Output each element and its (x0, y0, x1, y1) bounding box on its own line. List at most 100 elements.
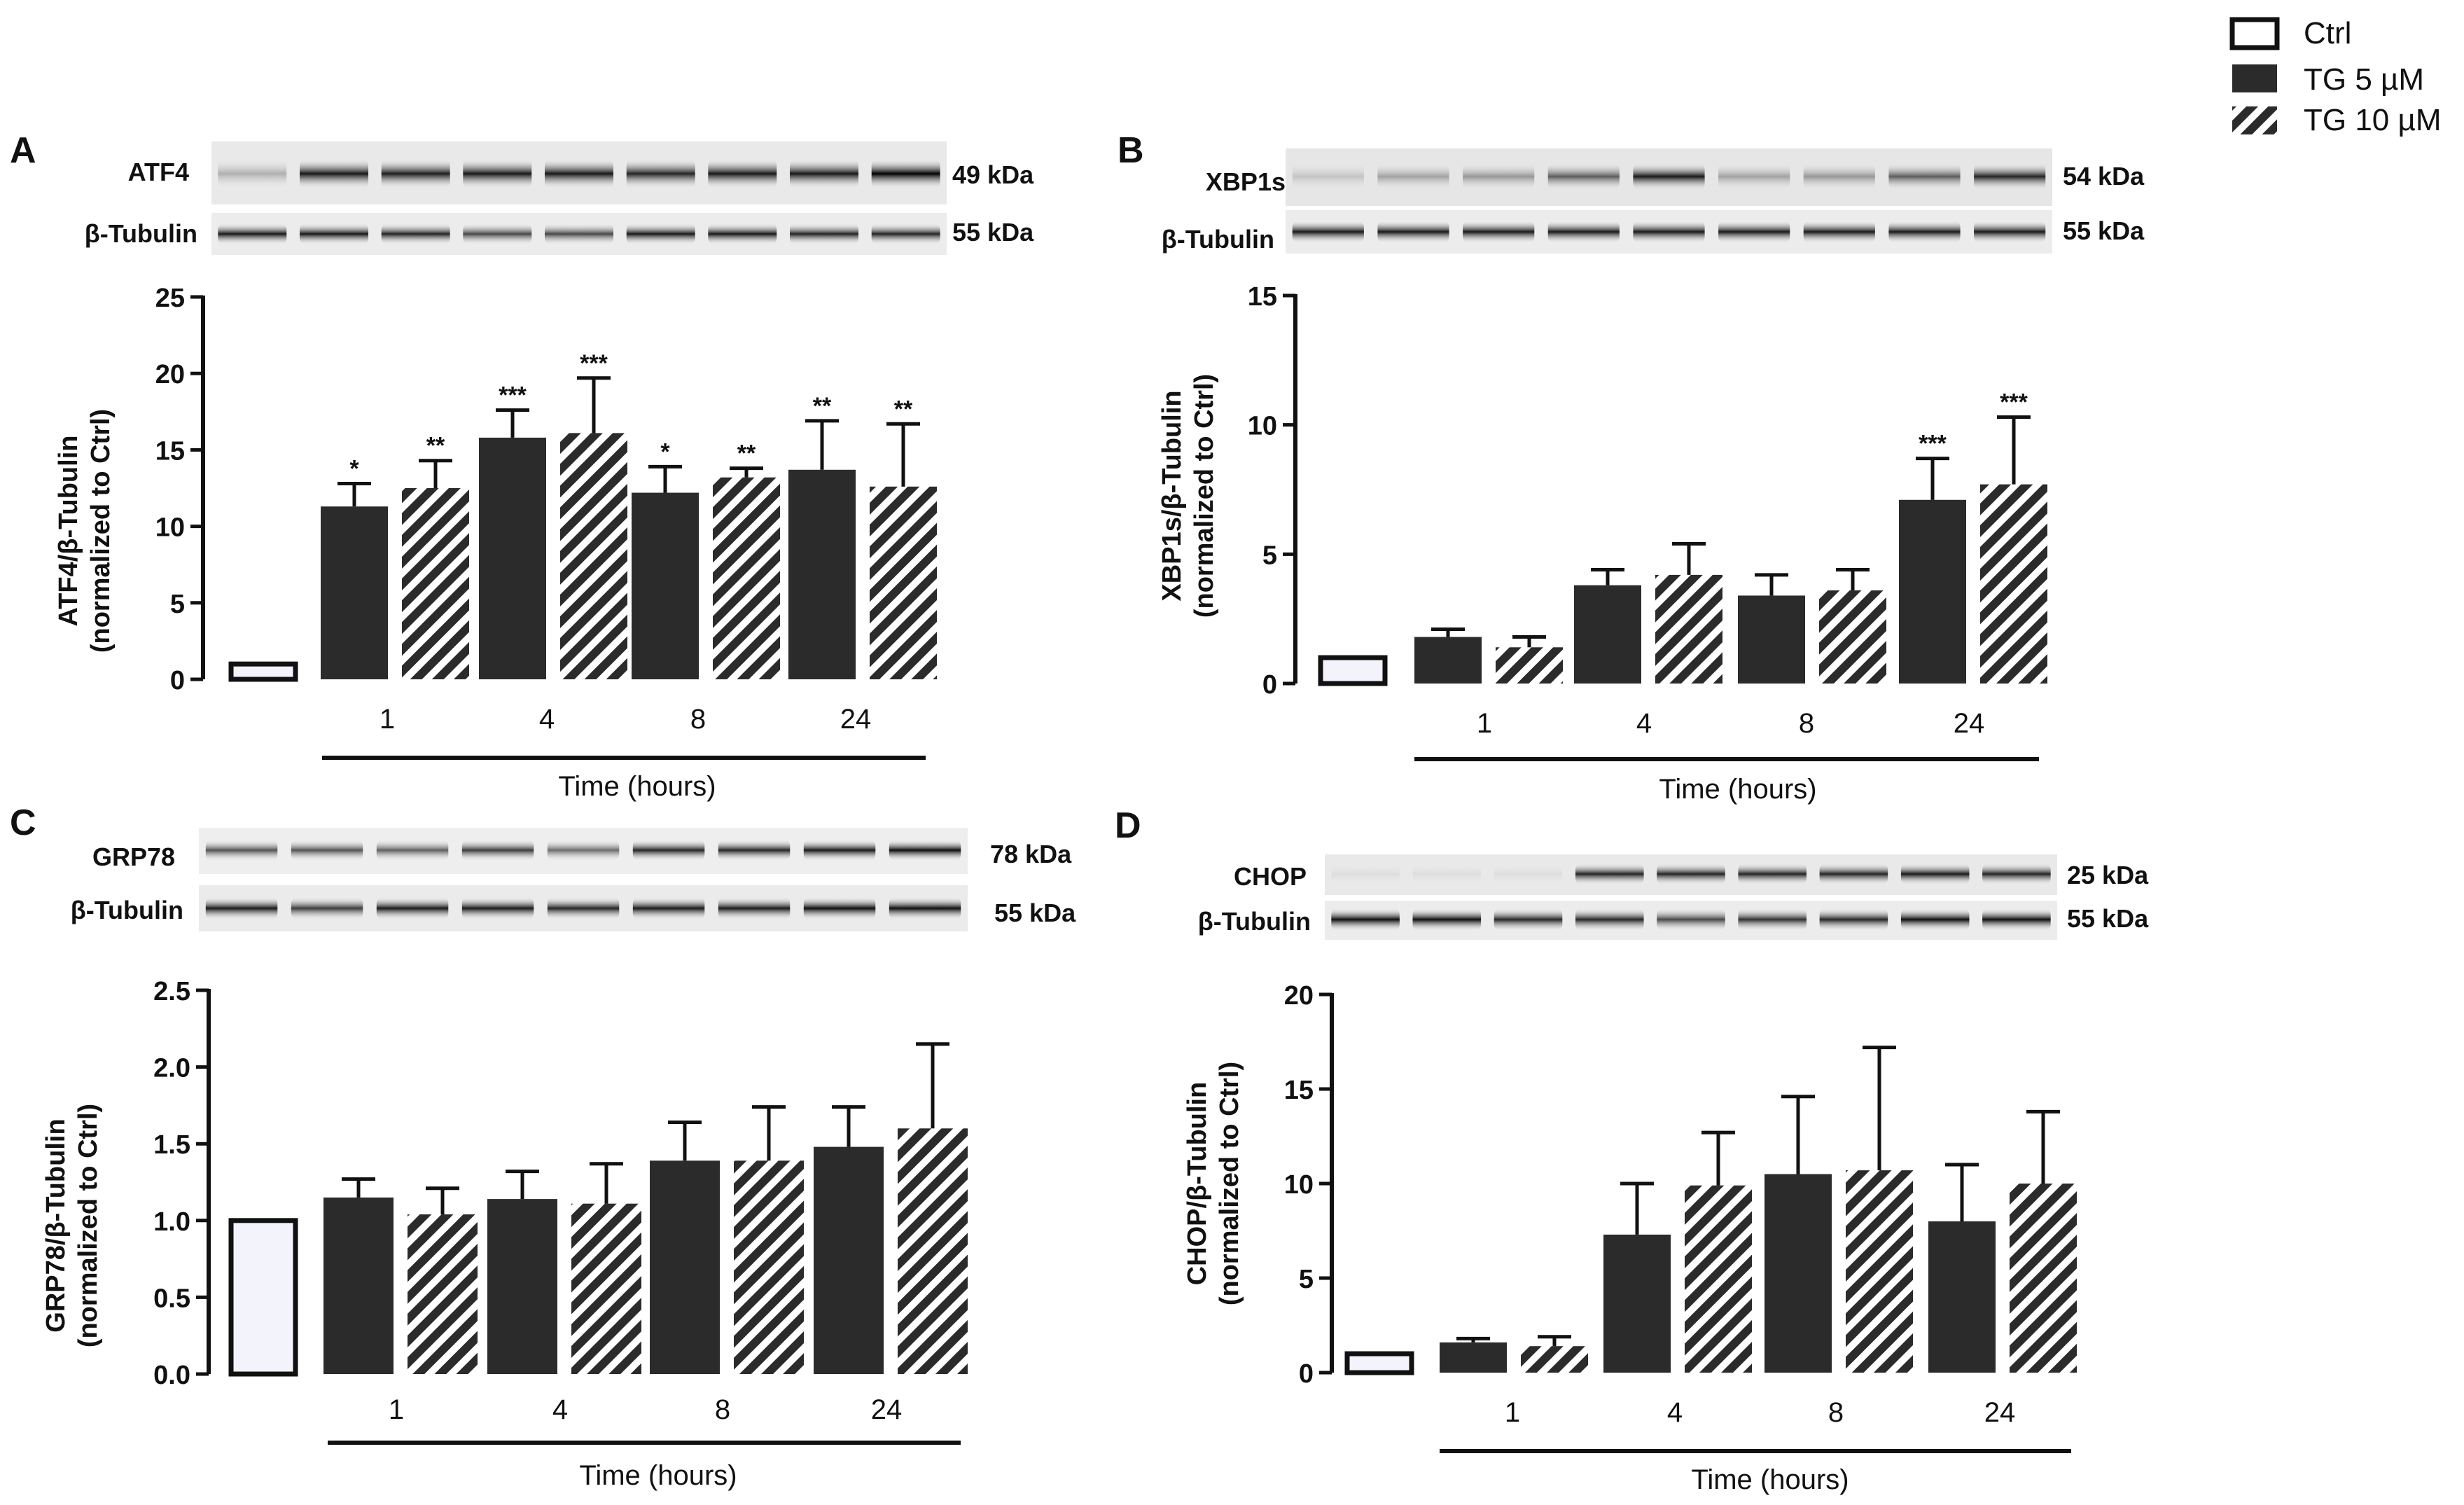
blot-band (708, 158, 777, 189)
blot-b-label-2: β-Tubulin (1162, 225, 1274, 254)
bar-tg5 (1440, 1342, 1507, 1373)
bar-tg10 (571, 1203, 641, 1374)
bar-tg10 (402, 488, 469, 679)
blot-band (1292, 220, 1364, 244)
blot-band (547, 839, 620, 861)
blot-band (626, 158, 695, 189)
blot-band (1377, 220, 1449, 244)
bar-ctrl (228, 661, 298, 682)
panel-c: GRP78 β-Tubulin 78 kDa 55 kDa 0.0 0.5 1.0 1… (41, 828, 1076, 1491)
y-tick-label: 25 (155, 284, 185, 313)
blot-b-label-1: XBP1s (1206, 167, 1286, 196)
blot-band (1331, 908, 1400, 931)
panel-letter-c: C (10, 803, 36, 843)
ylabel-c-2: (normalized to Ctrl) (74, 1104, 103, 1347)
blot-band (1331, 863, 1400, 885)
x-tick-label: 8 (715, 1394, 730, 1425)
y-tick-label: 0 (170, 666, 185, 695)
blot-band (291, 839, 363, 861)
bar-tg10 (1655, 574, 1722, 684)
blot-b-kda-2: 55 kDa (2063, 216, 2145, 245)
bar-tg5 (788, 469, 856, 679)
bar-tg5 (1603, 1234, 1671, 1373)
y-tick-label: 15 (155, 436, 185, 466)
x-tick-label: 8 (1799, 708, 1814, 739)
blot-band (1575, 863, 1644, 885)
legend-swatch-tg10 (2232, 106, 2277, 134)
significance-label: ** (426, 433, 445, 459)
bar-tg5 (1899, 499, 1966, 684)
blot-band (626, 223, 695, 245)
significance-label: *** (580, 350, 608, 377)
x-tick-label: 4 (1667, 1397, 1683, 1428)
ylabel-a-1: ATF4/β-Tubulin (54, 436, 83, 627)
blot-b-kda-1: 54 kDa (2063, 162, 2145, 190)
blot-band (1718, 162, 1790, 190)
y-tick-label: 1.5 (153, 1130, 190, 1160)
y-tick-label: 10 (155, 513, 185, 543)
legend-label-tg5: TG 5 µM (2304, 62, 2424, 97)
blot-band (1412, 863, 1482, 885)
x-tick-label: 1 (1505, 1397, 1520, 1428)
blot-band (1547, 220, 1620, 244)
blot-d: CHOP β-Tubulin 25 kDa 55 kDa (1198, 854, 2149, 940)
bar-tg5 (1738, 595, 1805, 684)
blot-band (463, 158, 532, 189)
blot-band (718, 839, 791, 861)
blot-band (1633, 162, 1705, 190)
bar-tg10 (1980, 484, 2047, 684)
blot-band (1575, 908, 1644, 931)
bar-tg5 (1765, 1174, 1832, 1373)
blot-band (1974, 220, 2046, 244)
significance-label: * (349, 455, 359, 482)
blot-band (871, 223, 940, 245)
blot-band (1633, 220, 1705, 244)
bar-tg5 (323, 1197, 394, 1374)
blot-a-row1-bands (218, 158, 940, 189)
ylabel-d-1: CHOP/β-Tubulin (1183, 1082, 1212, 1286)
blot-band (545, 158, 613, 189)
bar-ctrl (1318, 655, 1388, 686)
blot-band (461, 896, 534, 920)
y-tick-label: 0.0 (153, 1361, 190, 1390)
y-tick-label: 2.0 (153, 1054, 190, 1083)
blot-band (218, 158, 287, 189)
blot-band (1819, 863, 1888, 885)
y-tick-label: 15 (1284, 1076, 1314, 1105)
bar-tg10 (870, 486, 937, 679)
blot-band (1738, 908, 1807, 931)
blot-band (1974, 162, 2046, 190)
blot-band (1718, 220, 1790, 244)
blot-band (871, 158, 940, 189)
blot-a-label-2: β-Tubulin (85, 219, 197, 248)
blot-band (1547, 162, 1620, 190)
blot-band (790, 158, 858, 189)
blot-band (1657, 863, 1725, 885)
blot-band (1463, 162, 1535, 190)
significance-label: ** (737, 441, 756, 467)
blot-a-row2-bands (218, 223, 940, 245)
blot-band (1377, 162, 1449, 190)
legend-label-ctrl: Ctrl (2304, 16, 2351, 50)
x-tick-label: 1 (380, 704, 395, 735)
blot-band (1657, 908, 1725, 931)
bar-tg10 (1496, 647, 1563, 684)
ylabel-c-1: GRP78/β-Tubulin (41, 1118, 71, 1332)
y-tick-label: 1.0 (153, 1207, 190, 1237)
legend-item-tg5: TG 5 µM (2232, 62, 2424, 97)
x-tick-label: 4 (1636, 708, 1652, 739)
blot-band (1803, 220, 1875, 244)
blot-d-label-1: CHOP (1234, 862, 1307, 891)
blot-band (381, 223, 450, 245)
blot-d-row1-bands (1331, 863, 2051, 885)
significance-label: *** (2000, 389, 2028, 416)
blot-band (376, 839, 449, 861)
bar-tg5 (321, 506, 388, 679)
y-tick-label: 15 (1248, 282, 1277, 312)
blot-band (461, 839, 534, 861)
blot-band (1292, 162, 1364, 190)
bar-tg10 (713, 477, 780, 679)
blot-band (205, 896, 278, 920)
blot-d-kda-2: 55 kDa (2067, 904, 2149, 933)
